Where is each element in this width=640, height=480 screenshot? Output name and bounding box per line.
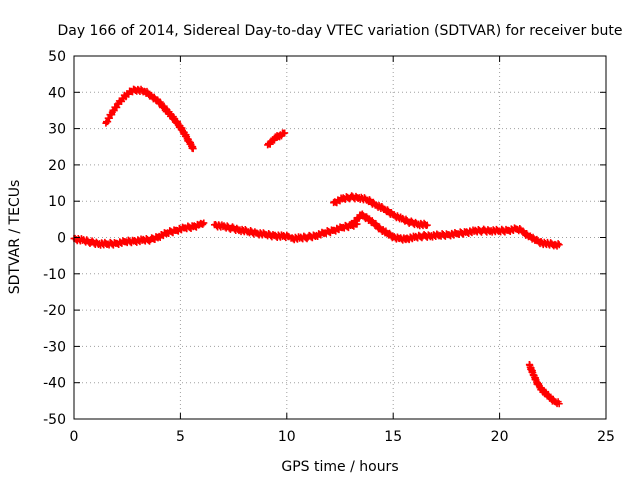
- y-tick-label: -20: [43, 303, 66, 319]
- x-axis-label: GPS time / hours: [281, 459, 398, 475]
- series-markers: [402, 224, 527, 244]
- data-marks: [70, 85, 563, 408]
- series-arc-high: [102, 85, 197, 153]
- x-tick-label: 0: [70, 429, 79, 445]
- y-axis-label: SDTVAR / TECUs: [7, 180, 23, 295]
- y-tick-label: -50: [43, 412, 66, 428]
- y-tick-label: -30: [43, 339, 66, 355]
- axis-ticks: 0 5 10 15 20 25 -50 -40 -30 -20 -10 0 10 20 30 40 50: [43, 49, 615, 445]
- x-tick-label: 15: [384, 429, 402, 445]
- x-tick-label: 5: [176, 429, 185, 445]
- series-drop-low: [525, 361, 563, 408]
- x-tick-label: 20: [491, 429, 509, 445]
- series-tail-21: [519, 228, 563, 250]
- x-tick-label: 25: [597, 429, 615, 445]
- series-short-9.5: [264, 129, 289, 149]
- series-markers: [264, 129, 289, 149]
- series-markers: [102, 85, 197, 153]
- y-tick-label: 20: [48, 158, 66, 174]
- y-tick-label: 40: [48, 85, 66, 101]
- series-markers: [347, 210, 410, 244]
- chart-title: Day 166 of 2014, Sidereal Day-to-day VTE…: [57, 23, 622, 39]
- x-tick-label: 10: [278, 429, 296, 445]
- series-arc-mid: [330, 192, 431, 230]
- y-tick-label: 0: [57, 231, 66, 247]
- series-markers: [525, 361, 563, 408]
- y-tick-label: 50: [48, 49, 66, 65]
- y-tick-label: -10: [43, 267, 66, 283]
- series-bump-13.5: [347, 210, 410, 244]
- y-tick-label: 10: [48, 194, 66, 210]
- series-markers: [189, 219, 208, 231]
- series-markers: [210, 221, 293, 242]
- series-markers: [330, 192, 431, 230]
- series-base-1: [189, 219, 208, 231]
- y-tick-label: -40: [43, 376, 66, 392]
- y-tick-label: 30: [48, 122, 66, 138]
- series-base-4: [402, 224, 527, 244]
- series-base-2: [210, 221, 293, 242]
- series-markers: [519, 228, 563, 250]
